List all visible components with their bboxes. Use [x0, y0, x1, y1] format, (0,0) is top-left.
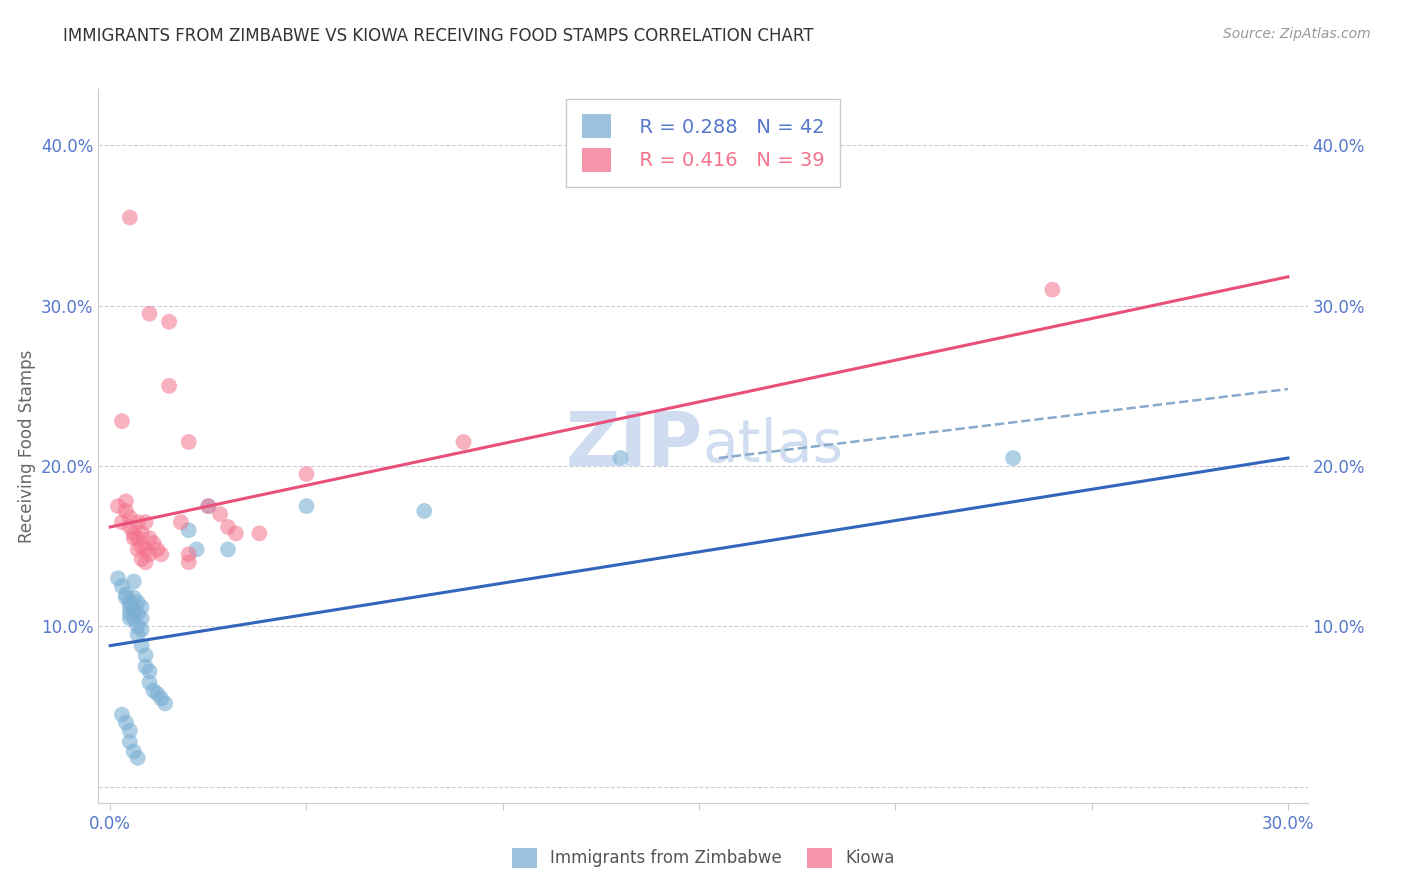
Point	[146, 542, 169, 557]
Point	[111, 707, 134, 722]
Point	[115, 587, 138, 601]
Point	[177, 555, 200, 569]
Text: atlas: atlas	[703, 417, 844, 475]
Point	[127, 531, 149, 545]
Point	[157, 379, 180, 393]
Point	[118, 735, 141, 749]
Point	[115, 494, 138, 508]
Point	[1042, 283, 1064, 297]
Point	[153, 697, 176, 711]
Point	[118, 520, 141, 534]
Point	[135, 648, 157, 663]
Text: Source: ZipAtlas.com: Source: ZipAtlas.com	[1223, 27, 1371, 41]
Point	[131, 526, 153, 541]
Point	[295, 467, 318, 481]
Point	[115, 504, 138, 518]
Point	[209, 507, 232, 521]
Point	[197, 499, 219, 513]
Point	[170, 515, 193, 529]
Point	[131, 611, 153, 625]
Point	[157, 315, 180, 329]
Point	[122, 574, 145, 589]
Point	[122, 603, 145, 617]
Point	[122, 611, 145, 625]
Point	[142, 536, 165, 550]
Point	[177, 523, 200, 537]
Point	[177, 547, 200, 561]
Point	[122, 531, 145, 545]
Point	[118, 723, 141, 738]
Point	[135, 515, 157, 529]
Text: ZIP: ZIP	[565, 409, 703, 483]
Point	[107, 499, 129, 513]
Point	[217, 520, 239, 534]
Point	[150, 691, 173, 706]
Point	[118, 607, 141, 621]
Point	[413, 504, 436, 518]
Point	[118, 211, 141, 225]
Point	[131, 552, 153, 566]
Point	[127, 627, 149, 641]
Point	[122, 591, 145, 605]
Point	[131, 623, 153, 637]
Point	[177, 435, 200, 450]
Point	[118, 595, 141, 609]
Point	[111, 579, 134, 593]
Point	[146, 687, 169, 701]
Point	[127, 751, 149, 765]
Point	[122, 744, 145, 758]
Point	[197, 499, 219, 513]
Point	[609, 450, 631, 465]
Point	[122, 526, 145, 541]
Point	[217, 542, 239, 557]
Point	[118, 510, 141, 524]
Point	[118, 611, 141, 625]
Point	[131, 639, 153, 653]
Point	[131, 600, 153, 615]
Point	[127, 595, 149, 609]
Legend:   R = 0.288   N = 42,   R = 0.416   N = 39: R = 0.288 N = 42, R = 0.416 N = 39	[567, 99, 839, 187]
Point	[127, 542, 149, 557]
Point	[453, 435, 475, 450]
Point	[107, 571, 129, 585]
Point	[138, 675, 160, 690]
Point	[247, 526, 270, 541]
Point	[127, 607, 149, 621]
Point	[138, 665, 160, 679]
Point	[115, 591, 138, 605]
Y-axis label: Receiving Food Stamps: Receiving Food Stamps	[18, 350, 37, 542]
Point	[225, 526, 247, 541]
Point	[142, 683, 165, 698]
Text: IMMIGRANTS FROM ZIMBABWE VS KIOWA RECEIVING FOOD STAMPS CORRELATION CHART: IMMIGRANTS FROM ZIMBABWE VS KIOWA RECEIV…	[63, 27, 814, 45]
Point	[135, 555, 157, 569]
Point	[111, 414, 134, 428]
Point	[138, 531, 160, 545]
Point	[131, 539, 153, 553]
Point	[150, 547, 173, 561]
Point	[138, 547, 160, 561]
Legend: Immigrants from Zimbabwe, Kiowa: Immigrants from Zimbabwe, Kiowa	[505, 841, 901, 875]
Point	[138, 307, 160, 321]
Point	[115, 715, 138, 730]
Point	[127, 619, 149, 633]
Point	[118, 600, 141, 615]
Point	[135, 659, 157, 673]
Point	[1002, 450, 1025, 465]
Point	[295, 499, 318, 513]
Point	[135, 542, 157, 557]
Point	[186, 542, 208, 557]
Point	[111, 515, 134, 529]
Point	[127, 515, 149, 529]
